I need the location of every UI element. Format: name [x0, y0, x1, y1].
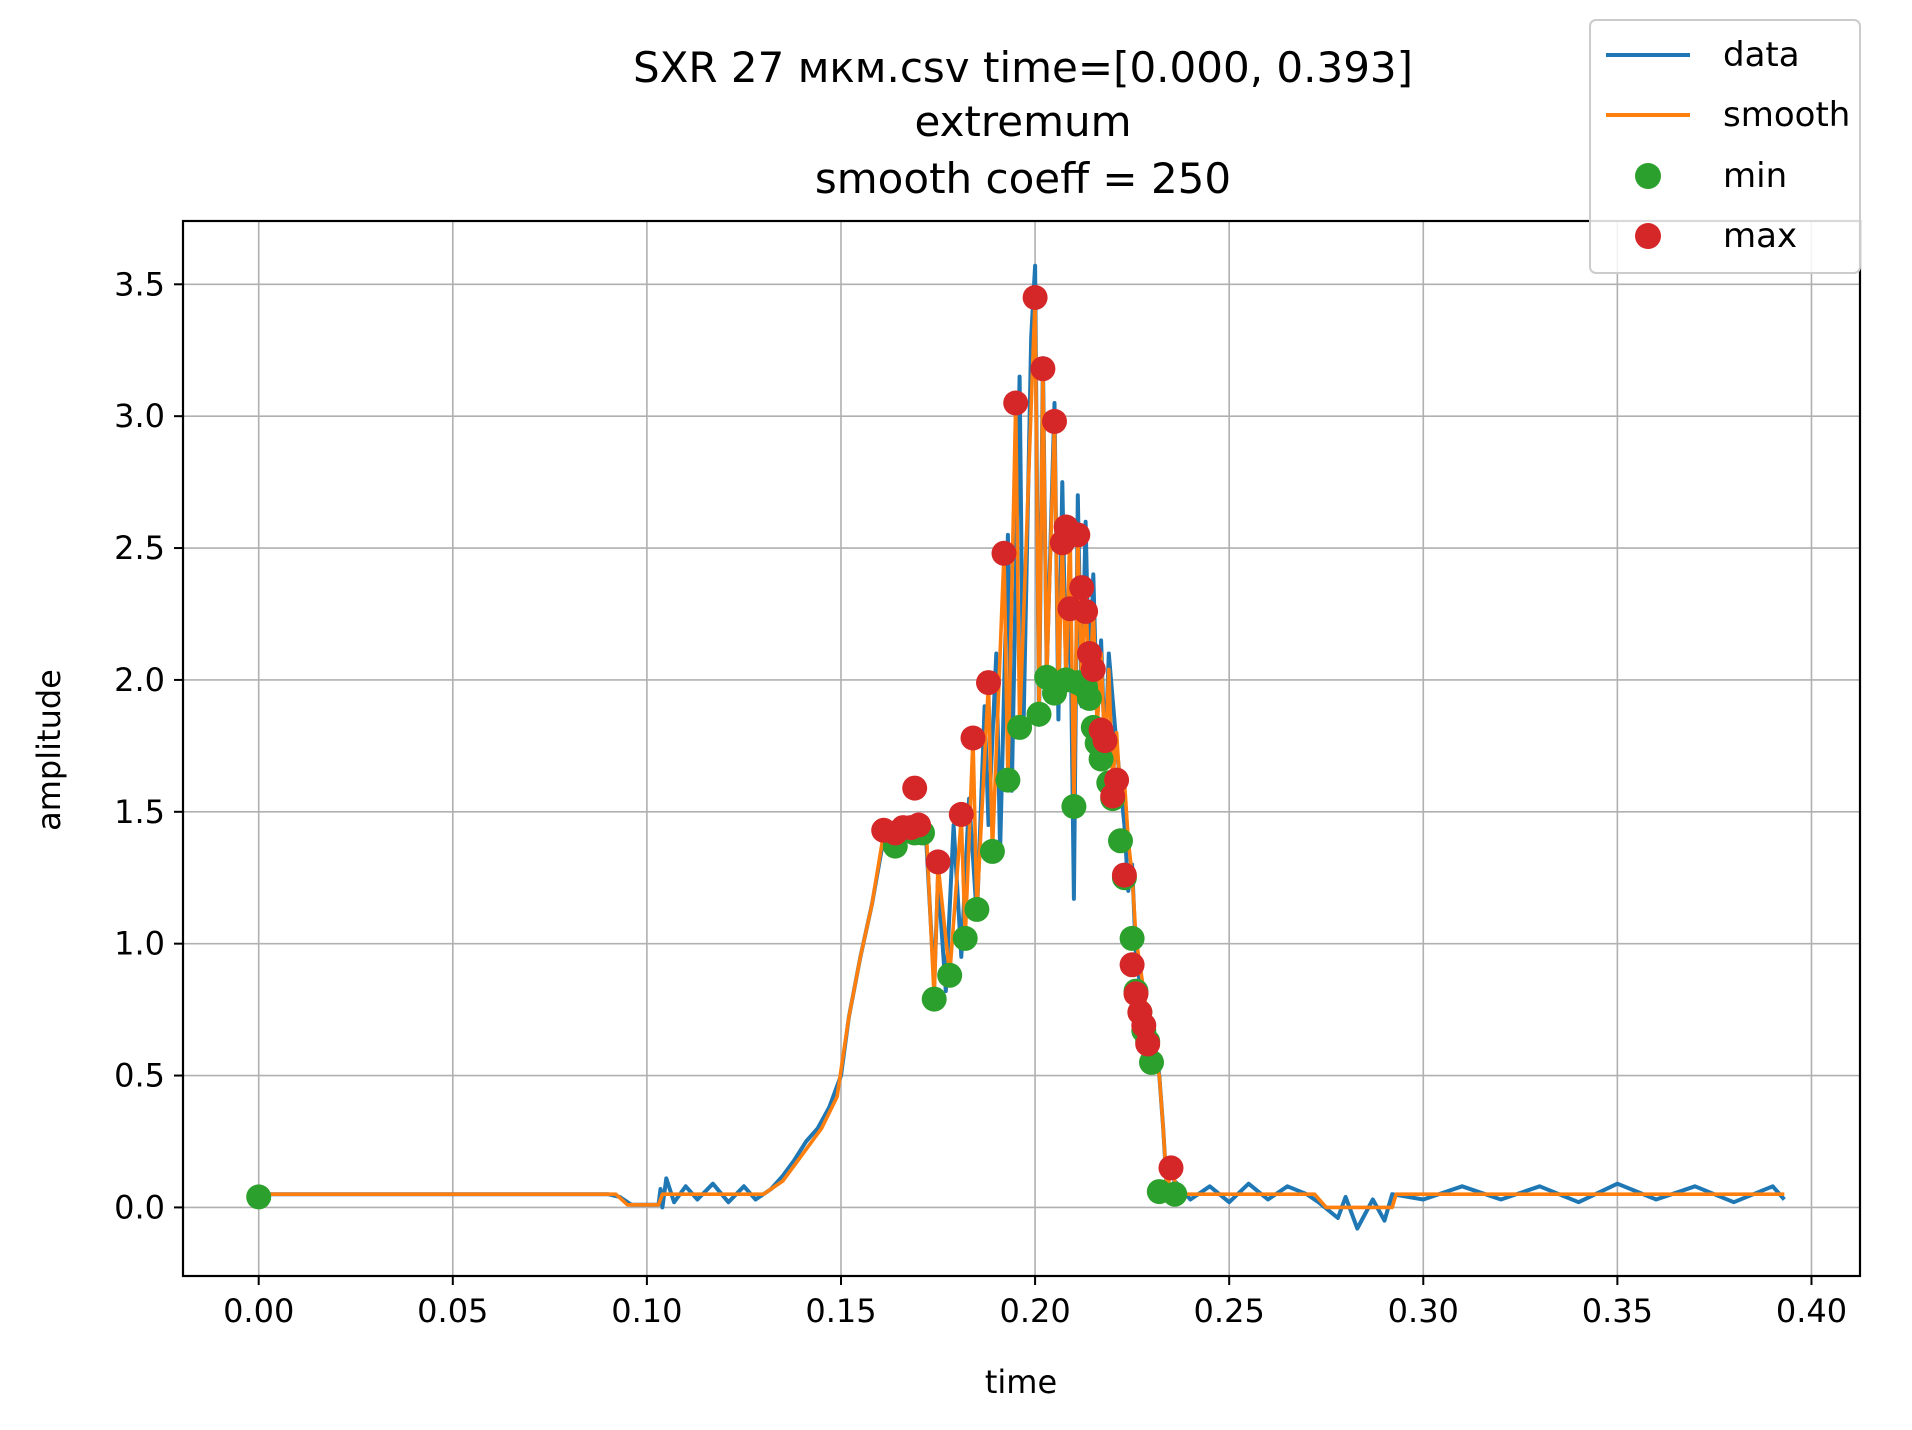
y-tick-label: 2.5	[114, 529, 165, 567]
legend-max-label: max	[1723, 216, 1797, 256]
y-tick-label: 0.5	[114, 1057, 165, 1095]
x-tick-label: 0.15	[805, 1292, 876, 1330]
x-tick-label: 0.40	[1776, 1292, 1847, 1330]
x-tick-label: 0.35	[1582, 1292, 1653, 1330]
series-max-point	[1080, 656, 1106, 682]
y-tick-label: 1.0	[114, 925, 165, 963]
series-max-point	[1073, 598, 1099, 624]
series-max-point	[1092, 728, 1118, 754]
legend-min-swatch	[1635, 163, 1661, 189]
series-max-point	[906, 812, 932, 838]
series-max-point	[976, 670, 1001, 696]
legend-max-swatch	[1635, 223, 1661, 249]
series-max-point	[925, 849, 951, 875]
y-axis-label: amplitude	[30, 669, 68, 831]
x-axis-label: time	[985, 1363, 1057, 1401]
legend-min-label: min	[1723, 156, 1787, 196]
x-tick-label: 0.10	[611, 1292, 682, 1330]
x-ticks: 0.00 0.05 0.10 0.15 0.20 0.25 0.30 0.35 0.40	[223, 1276, 1847, 1330]
series-max-point	[1135, 1031, 1161, 1057]
chart-title-line-1: SXR 27 мкм.csv time=[0.000, 0.393]	[633, 43, 1413, 92]
series-max-point	[960, 725, 986, 751]
series-max-point	[1158, 1155, 1184, 1181]
series-max-point	[1069, 575, 1095, 601]
y-tick-label: 2.0	[114, 661, 165, 699]
series-max-point	[1030, 356, 1056, 382]
series-max-point	[1065, 522, 1091, 548]
x-tick-label: 0.20	[999, 1292, 1070, 1330]
chart-title-line-3: smooth coeff = 250	[815, 154, 1231, 203]
y-ticks: 0.0 0.5 1.0 1.5 2.0 2.5 3.0 3.5	[114, 265, 183, 1226]
y-tick-label: 0.0	[114, 1188, 165, 1226]
series-min-point	[1162, 1181, 1188, 1207]
series-max-point	[902, 775, 928, 801]
legend-smooth-label: smooth	[1723, 95, 1850, 135]
y-tick-label: 3.5	[114, 265, 165, 303]
series-min-point	[1119, 925, 1145, 951]
series-min-point	[246, 1184, 272, 1210]
y-tick-label: 3.0	[114, 397, 165, 435]
series-min-point	[1108, 828, 1133, 854]
series	[246, 263, 1786, 1231]
series-min-point	[937, 962, 963, 988]
series-max-point	[1003, 390, 1029, 416]
series-min-point	[1076, 685, 1102, 711]
series-min-point	[964, 896, 990, 922]
y-tick-label: 1.5	[114, 793, 165, 831]
series-max-point	[1042, 408, 1067, 434]
series-min-point	[952, 925, 978, 951]
plot-frame	[181, 219, 1862, 1278]
series-min-point	[1007, 714, 1033, 740]
series-min-point	[921, 986, 947, 1012]
series-max-point	[1111, 862, 1137, 888]
legend-box	[1589, 19, 1861, 274]
x-tick-label: 0.25	[1194, 1292, 1265, 1330]
legend: data smooth min max	[1589, 19, 1861, 274]
x-tick-label: 0.05	[417, 1292, 488, 1330]
series-min-point	[1061, 794, 1087, 819]
series-max-point	[991, 540, 1017, 566]
x-tick-label: 0.00	[223, 1292, 294, 1330]
series-min-point	[1026, 701, 1052, 727]
series-max-point	[1119, 952, 1145, 978]
series-min-point	[995, 767, 1021, 793]
x-tick-label: 0.30	[1388, 1292, 1459, 1330]
series-max-point	[948, 801, 974, 827]
series-max-point	[1022, 285, 1048, 310]
series-max-point	[1104, 767, 1130, 793]
series-min-point	[979, 838, 1005, 864]
legend-data-label: data	[1723, 35, 1800, 75]
chart-title-line-2: extremum	[914, 97, 1131, 146]
